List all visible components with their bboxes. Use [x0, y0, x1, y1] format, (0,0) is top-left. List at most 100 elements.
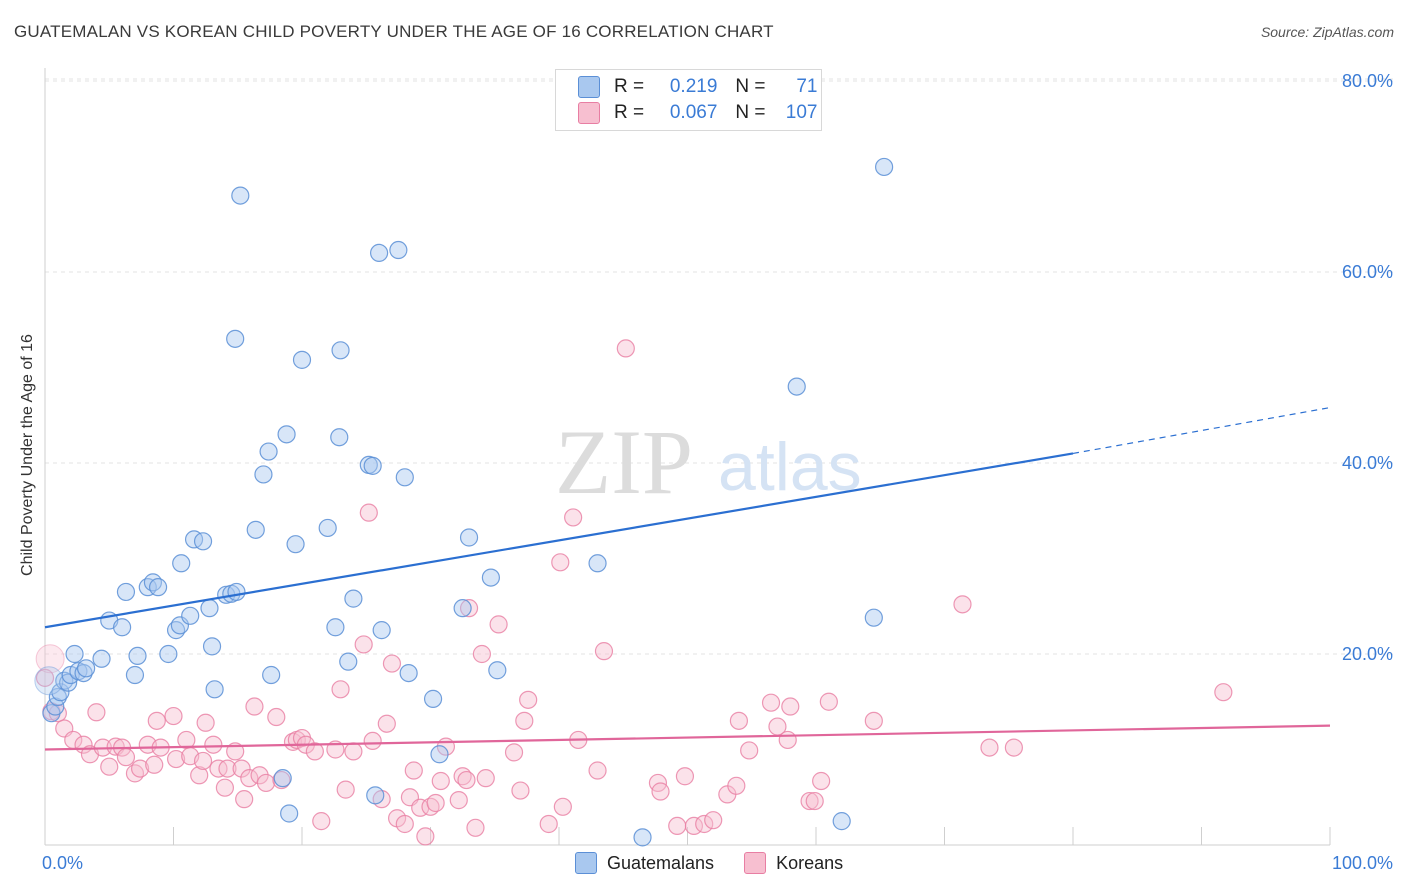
- data-point-korean: [457, 770, 476, 790]
- data-point-korean: [130, 759, 150, 778]
- data-point-korean: [778, 730, 797, 750]
- data-point-guatemalan: [200, 599, 219, 618]
- data-point-guatemalan: [259, 442, 278, 461]
- data-point-guatemalan: [286, 535, 305, 554]
- data-point-korean: [980, 738, 999, 757]
- data-point-korean: [476, 769, 495, 788]
- legend-r-label: R =: [614, 102, 645, 123]
- legend-item-koreans[interactable]: Koreans: [744, 852, 843, 874]
- data-point-korean: [564, 508, 583, 527]
- data-point-korean: [240, 769, 259, 788]
- data-point-guatemalan: [481, 568, 500, 587]
- data-point-korean: [594, 642, 614, 661]
- data-point-korean: [515, 711, 534, 730]
- data-point-korean: [431, 771, 450, 791]
- data-point-guatemalan: [280, 804, 299, 823]
- legend-item-guatemalans[interactable]: Guatemalans: [575, 852, 714, 874]
- data-point-guatemalan: [227, 582, 246, 602]
- y-tick-label: 60.0%: [1342, 262, 1393, 282]
- chart-title: GUATEMALAN VS KOREAN CHILD POVERTY UNDER…: [14, 22, 774, 41]
- source-label: Source: ZipAtlas.com: [1260, 24, 1394, 40]
- data-point-korean: [100, 757, 119, 776]
- data-point-korean: [267, 707, 286, 727]
- tick-labels: 20.0% 40.0% 60.0% 80.0% 0.0% 100.0%: [42, 71, 1393, 873]
- data-point-korean: [116, 748, 136, 767]
- data-point-guatemalan: [202, 637, 222, 656]
- data-point-guatemalan: [231, 186, 250, 205]
- data-point-guatemalan: [344, 589, 363, 608]
- data-point-korean: [256, 773, 276, 793]
- data-point-guatemalan: [116, 582, 136, 602]
- data-point-guatemalan: [363, 456, 382, 475]
- data-point-korean: [805, 791, 824, 811]
- y-tick-label: 20.0%: [1342, 644, 1393, 664]
- trend-line-guatemalans-extension: [1072, 407, 1331, 455]
- data-point-guatemalan: [193, 532, 213, 551]
- data-point-korean: [193, 751, 213, 771]
- data-point-korean: [204, 735, 223, 754]
- data-point-guatemalan: [92, 649, 111, 668]
- data-point-korean: [729, 711, 749, 730]
- data-point-korean: [404, 761, 423, 780]
- x-tick-label-min: 0.0%: [42, 853, 83, 873]
- data-point-guatemalan: [273, 769, 292, 788]
- data-point-korean: [553, 797, 572, 816]
- data-point-korean: [695, 814, 714, 834]
- data-point-guatemalan: [74, 663, 93, 683]
- data-point-korean: [359, 503, 378, 522]
- trend-lines: [44, 407, 1331, 751]
- data-point-korean: [504, 743, 524, 762]
- trend-line-guatemalans: [44, 452, 1074, 629]
- data-point-guatemalan: [430, 745, 449, 764]
- data-point-guatemalan: [787, 377, 806, 396]
- axes: [44, 68, 1331, 846]
- data-point-korean: [426, 793, 445, 813]
- data-point-guatemalan: [453, 599, 472, 618]
- data-point-korean: [35, 644, 65, 674]
- data-point-korean: [1004, 738, 1023, 757]
- trend-line-koreans: [44, 724, 1331, 751]
- data-point-guatemalan: [399, 663, 418, 683]
- data-point-guatemalan: [832, 812, 851, 831]
- data-point-guatemalan: [254, 465, 273, 484]
- data-point-guatemalan: [633, 828, 652, 847]
- data-point-guatemalan: [326, 618, 345, 637]
- data-point-guatemalan: [488, 661, 507, 680]
- legend-r-label: R =: [614, 76, 645, 97]
- data-point-guatemalan: [389, 240, 408, 260]
- data-point-guatemalan: [184, 530, 204, 549]
- data-point-guatemalan: [277, 425, 296, 444]
- legend-n-value: 107: [785, 102, 818, 123]
- data-point-guatemalan: [172, 554, 191, 573]
- data-point-korean: [215, 778, 234, 797]
- data-point-guatemalan: [125, 665, 145, 685]
- data-point-guatemalan: [292, 350, 312, 369]
- data-point-korean: [466, 818, 485, 837]
- data-point-korean: [740, 741, 759, 760]
- data-point-guatemalan: [423, 689, 443, 708]
- legend-label-guatemalans: Guatemalans: [607, 852, 715, 873]
- data-point-korean: [511, 781, 530, 800]
- legend-n-label: N =: [735, 76, 766, 97]
- legend-r-value: 0.067: [669, 102, 718, 123]
- data-point-korean: [232, 759, 251, 778]
- data-point-korean: [459, 599, 479, 618]
- data-point-korean: [449, 791, 468, 810]
- data-point-guatemalan: [205, 680, 224, 699]
- data-point-korean: [551, 553, 570, 572]
- legend-r-value: 0.219: [669, 76, 718, 97]
- legend-row-guatemalans: R = 0.219 N = 71: [578, 75, 818, 99]
- legend-swatch-guatemalans: [578, 76, 600, 98]
- data-point-guatemalan: [181, 606, 200, 625]
- data-point-korean: [539, 814, 558, 834]
- data-point-korean: [519, 690, 538, 709]
- data-point-guatemalan: [112, 618, 132, 637]
- data-point-guatemalan: [331, 341, 350, 360]
- data-point-guatemalan: [875, 157, 894, 177]
- data-point-guatemalan: [318, 518, 337, 538]
- data-point-guatemalan: [246, 520, 265, 539]
- data-point-korean: [336, 780, 355, 799]
- data-point-korean: [472, 644, 491, 664]
- data-point-korean: [245, 697, 264, 716]
